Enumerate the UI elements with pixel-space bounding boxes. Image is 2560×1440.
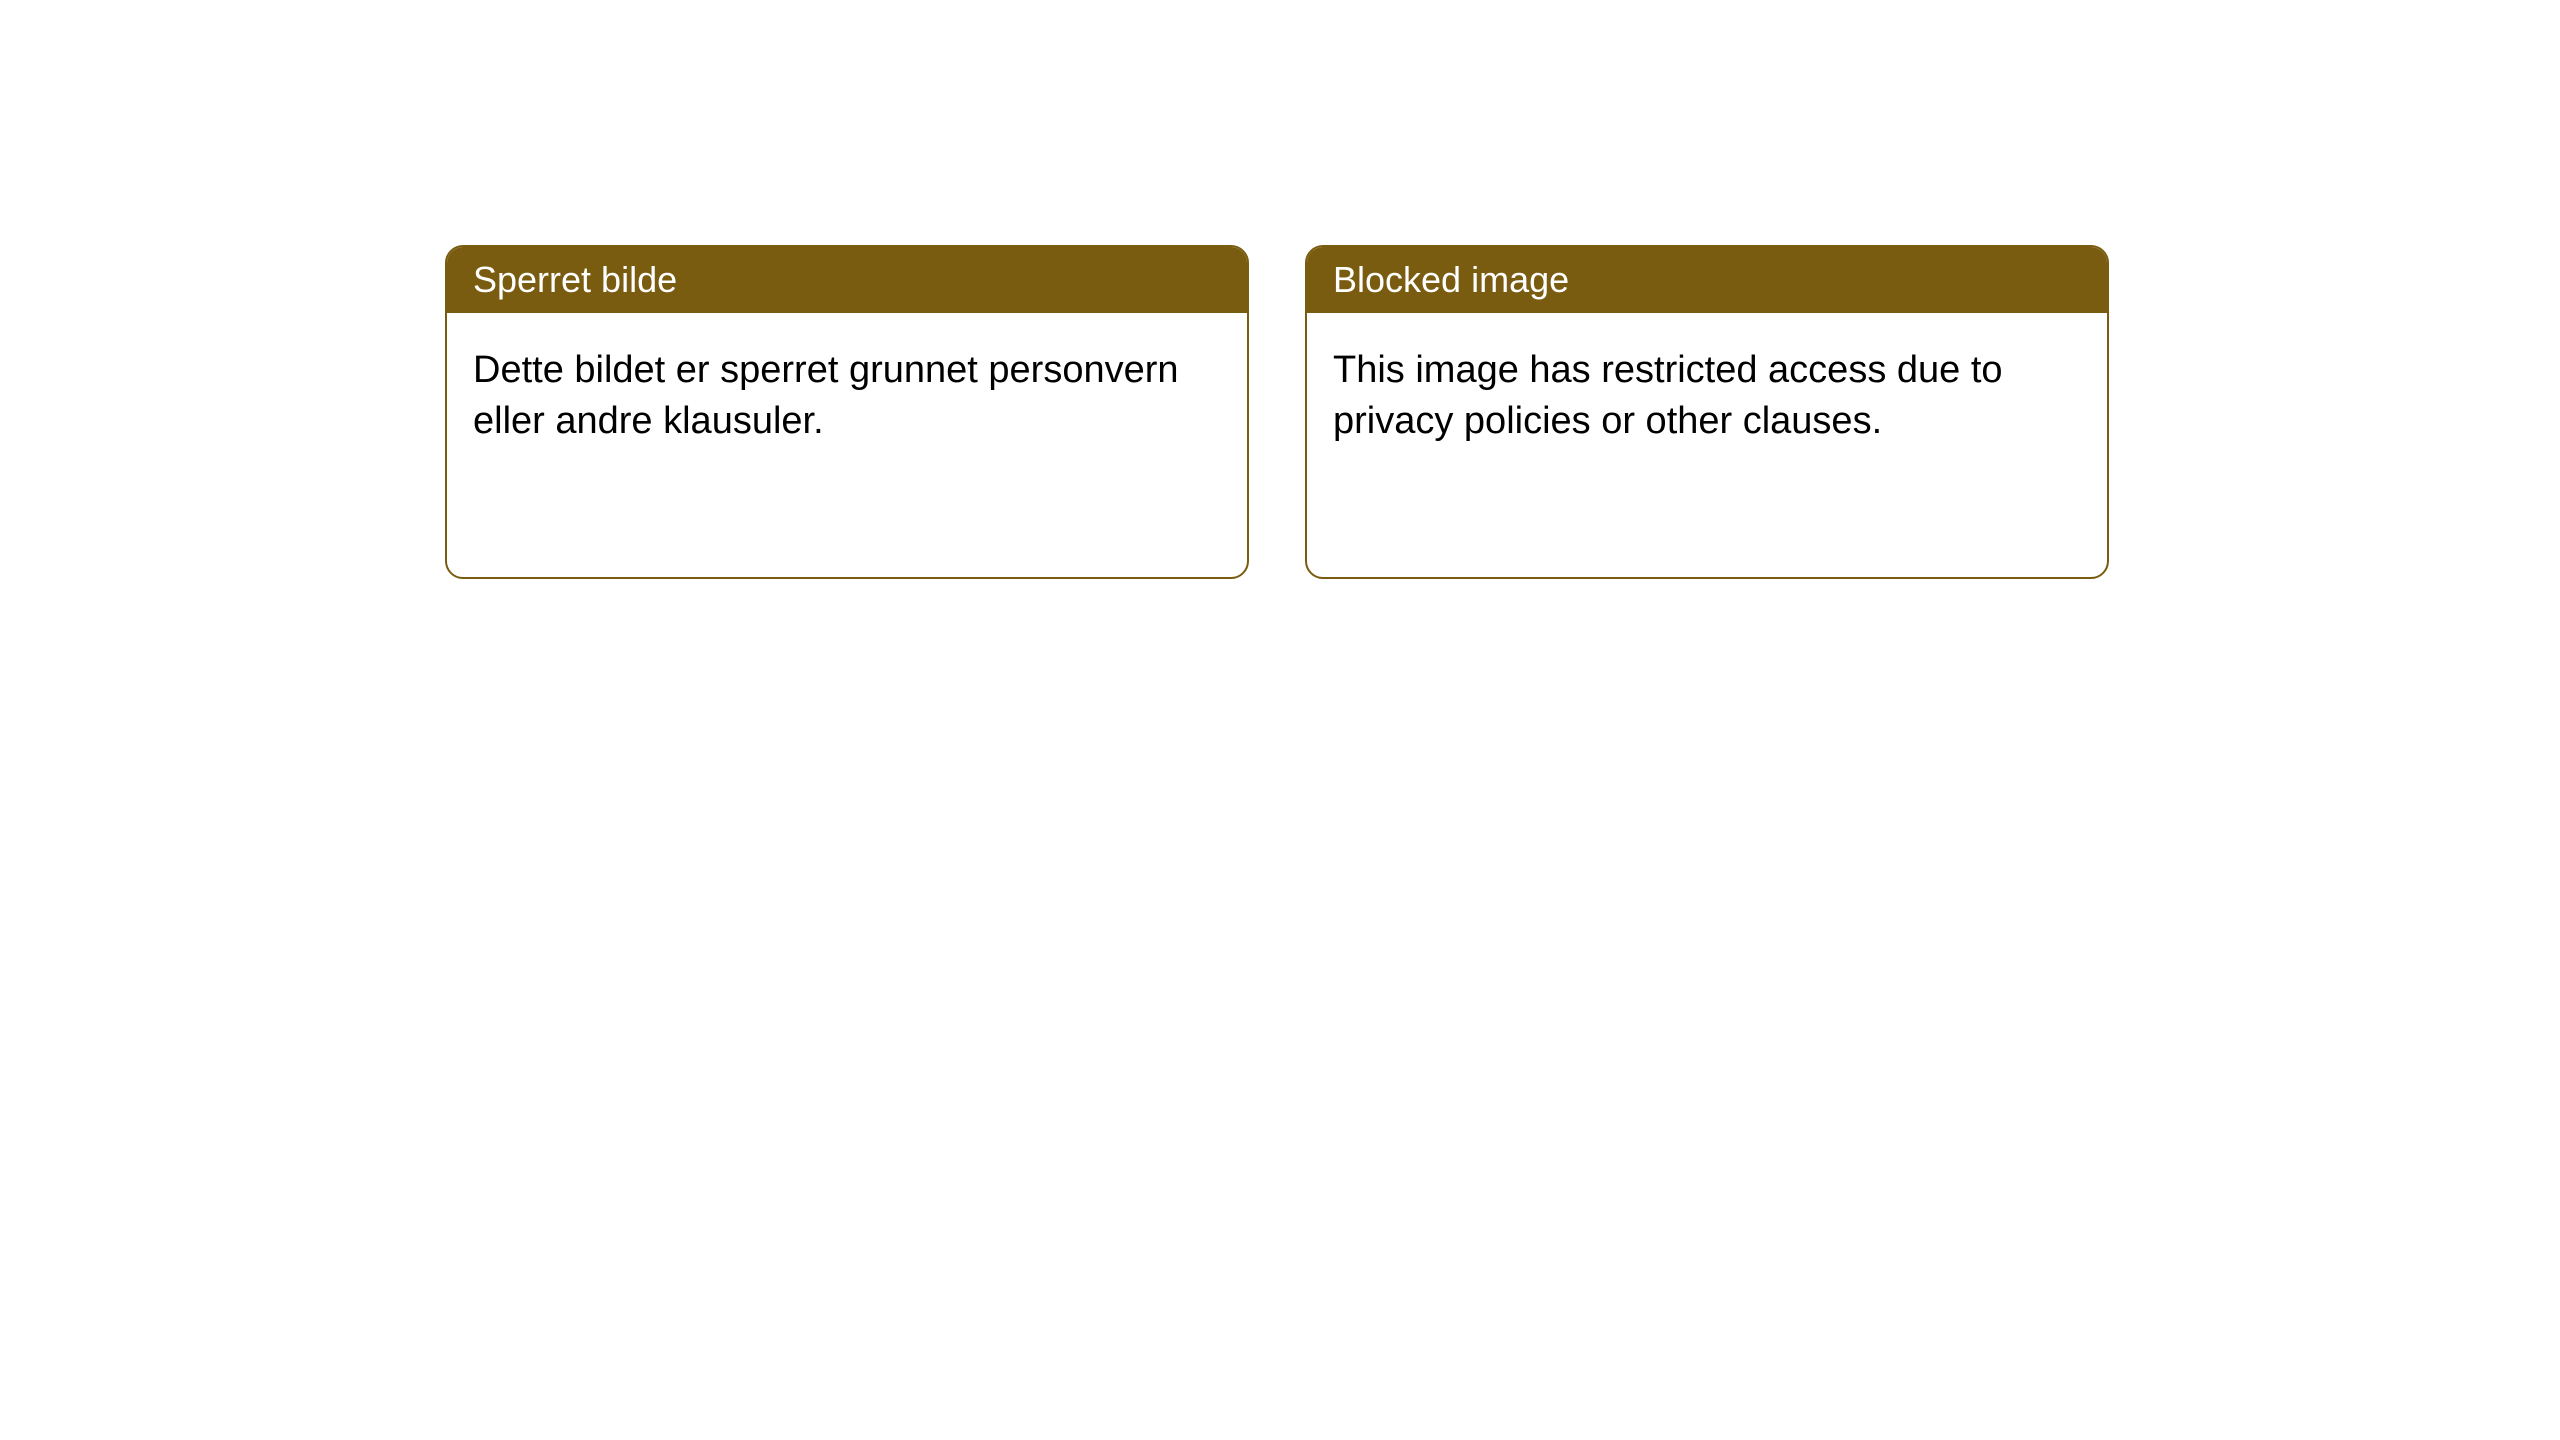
notice-body-english: This image has restricted access due to … — [1307, 313, 2107, 480]
notice-container: Sperret bilde Dette bildet er sperret gr… — [0, 0, 2560, 579]
notice-body-norwegian: Dette bildet er sperret grunnet personve… — [447, 313, 1247, 480]
notice-title-norwegian: Sperret bilde — [447, 247, 1247, 313]
notice-title-english: Blocked image — [1307, 247, 2107, 313]
notice-box-norwegian: Sperret bilde Dette bildet er sperret gr… — [445, 245, 1249, 579]
notice-box-english: Blocked image This image has restricted … — [1305, 245, 2109, 579]
